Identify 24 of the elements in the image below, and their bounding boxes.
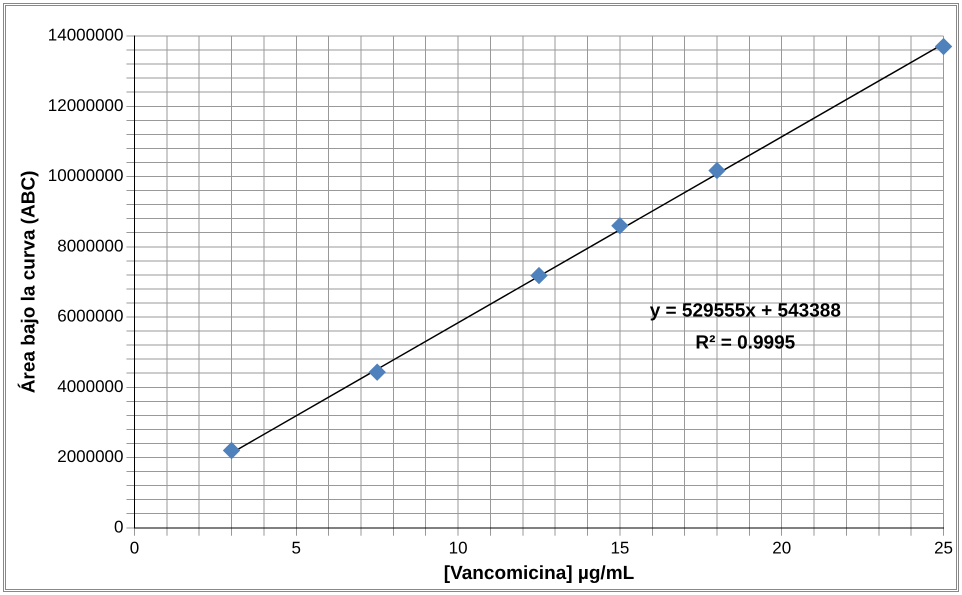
point: [368, 364, 386, 381]
point: [223, 442, 240, 460]
y-tick-label: 10000000: [48, 166, 124, 186]
x-axis-title: [Vancomicina] µg/mL: [444, 562, 635, 584]
y-tick-label: 4000000: [57, 376, 124, 396]
y-axis-title: Área bajo la curva (ABC): [18, 170, 40, 394]
x-tick-label: 20: [772, 538, 792, 558]
annotation: y = 529555x + 543388: [650, 300, 841, 322]
point: [611, 217, 628, 234]
y-tick-label: 8000000: [57, 236, 124, 256]
x-tick-label: 25: [934, 538, 954, 558]
x-tick-label: 15: [610, 538, 630, 558]
x-tick-label: 0: [130, 538, 140, 558]
y-tick-label: 6000000: [57, 306, 124, 326]
point: [935, 38, 952, 56]
point: [708, 162, 726, 180]
y-tick-label: 2000000: [57, 447, 124, 466]
y-tick-label: 0: [114, 517, 124, 536]
annotation: R² = 0.9995: [695, 332, 796, 354]
y-tick-label: 12000000: [48, 96, 124, 115]
x-tick-label: 10: [448, 538, 468, 558]
point: [530, 267, 548, 284]
y-tick-label: 14000000: [48, 26, 124, 45]
x-tick-label: 5: [292, 538, 301, 558]
